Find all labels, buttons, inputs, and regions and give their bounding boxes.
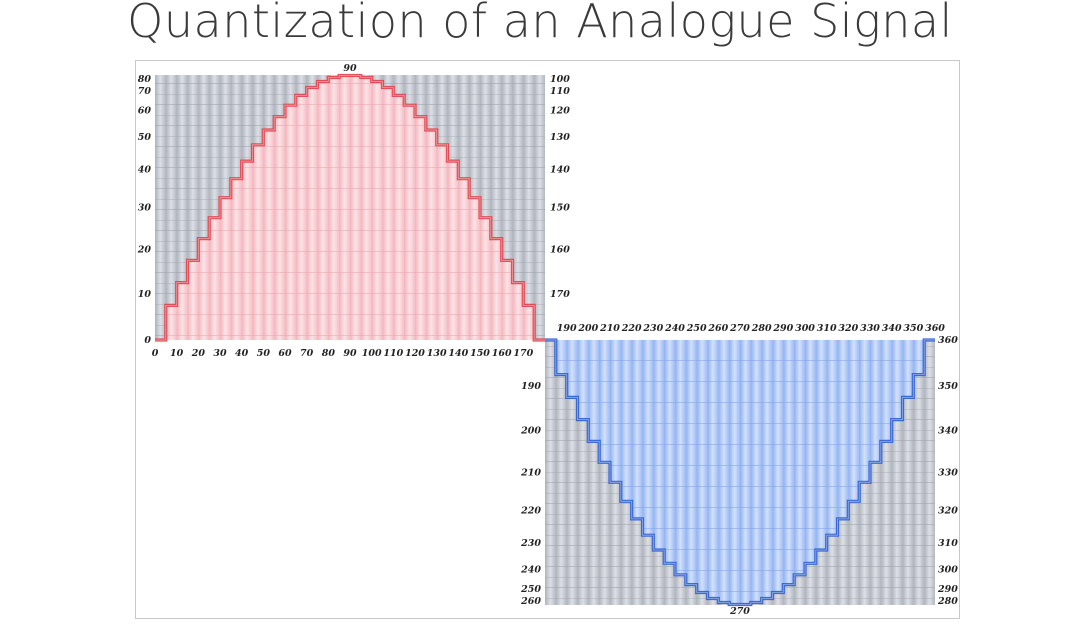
svg-text:60: 60 [138,106,152,117]
svg-text:220: 220 [520,505,541,516]
quantized-signal-lines [155,73,935,607]
svg-text:40: 40 [235,348,249,359]
signal-fill [155,75,935,605]
svg-text:220: 220 [621,323,642,334]
svg-text:0: 0 [144,335,151,346]
svg-text:240: 240 [520,564,541,575]
svg-text:10: 10 [170,348,184,359]
svg-text:90: 90 [343,348,357,359]
svg-text:170: 170 [513,348,533,359]
svg-text:300: 300 [795,323,815,334]
svg-text:70: 70 [138,86,152,97]
svg-text:350: 350 [903,323,923,334]
svg-text:280: 280 [937,596,958,607]
svg-text:250: 250 [520,584,541,595]
svg-text:260: 260 [707,323,728,334]
svg-text:20: 20 [137,244,152,255]
svg-text:200: 200 [577,323,598,334]
svg-text:310: 310 [938,538,958,549]
svg-text:340: 340 [882,323,902,334]
svg-text:290: 290 [937,584,958,595]
svg-text:130: 130 [550,132,570,143]
svg-text:10: 10 [138,289,152,300]
svg-text:50: 50 [257,348,271,359]
svg-text:130: 130 [427,348,447,359]
svg-text:150: 150 [470,348,490,359]
chart-title: Quantization of an Analogue Signal [127,0,953,48]
svg-text:310: 310 [817,323,837,334]
svg-text:340: 340 [938,426,958,437]
svg-text:360: 360 [938,335,958,346]
svg-text:230: 230 [642,323,663,334]
svg-text:360: 360 [925,323,945,334]
svg-text:70: 70 [300,348,314,359]
svg-text:250: 250 [686,323,707,334]
svg-text:270: 270 [729,323,750,334]
svg-text:210: 210 [599,323,620,334]
svg-text:80: 80 [322,348,336,359]
svg-text:200: 200 [520,426,541,437]
svg-text:290: 290 [772,323,793,334]
svg-text:80: 80 [138,74,152,85]
svg-text:120: 120 [550,106,570,117]
svg-text:330: 330 [938,468,958,479]
svg-text:330: 330 [860,323,880,334]
svg-text:0: 0 [152,348,159,359]
svg-text:100: 100 [550,74,570,85]
svg-text:110: 110 [383,348,403,359]
svg-text:140: 140 [550,165,570,176]
svg-text:20: 20 [191,348,206,359]
svg-text:50: 50 [138,132,152,143]
svg-text:40: 40 [138,165,152,176]
svg-text:300: 300 [938,564,958,575]
svg-text:190: 190 [557,323,577,334]
chart-frame [135,60,960,619]
svg-text:60: 60 [278,348,292,359]
svg-text:280: 280 [751,323,772,334]
svg-text:240: 240 [664,323,685,334]
svg-text:260: 260 [520,596,541,607]
svg-text:160: 160 [492,348,512,359]
svg-text:120: 120 [405,348,425,359]
svg-text:320: 320 [938,505,958,516]
svg-text:110: 110 [550,86,570,97]
svg-text:100: 100 [362,348,382,359]
svg-text:210: 210 [520,468,541,479]
svg-text:90: 90 [343,63,357,74]
svg-text:350: 350 [938,381,958,392]
svg-text:30: 30 [213,348,227,359]
svg-text:160: 160 [550,244,570,255]
axis-labels: 0 10 20 30 40 50 60 70 80 90 100 110 120 130 140 150 160… [137,63,958,617]
svg-text:170: 170 [550,289,570,300]
svg-text:150: 150 [550,203,570,214]
svg-text:190: 190 [521,381,541,392]
svg-text:320: 320 [838,323,858,334]
svg-text:140: 140 [448,348,468,359]
svg-text:270: 270 [729,606,750,617]
svg-text:30: 30 [138,203,152,214]
svg-text:230: 230 [520,538,541,549]
